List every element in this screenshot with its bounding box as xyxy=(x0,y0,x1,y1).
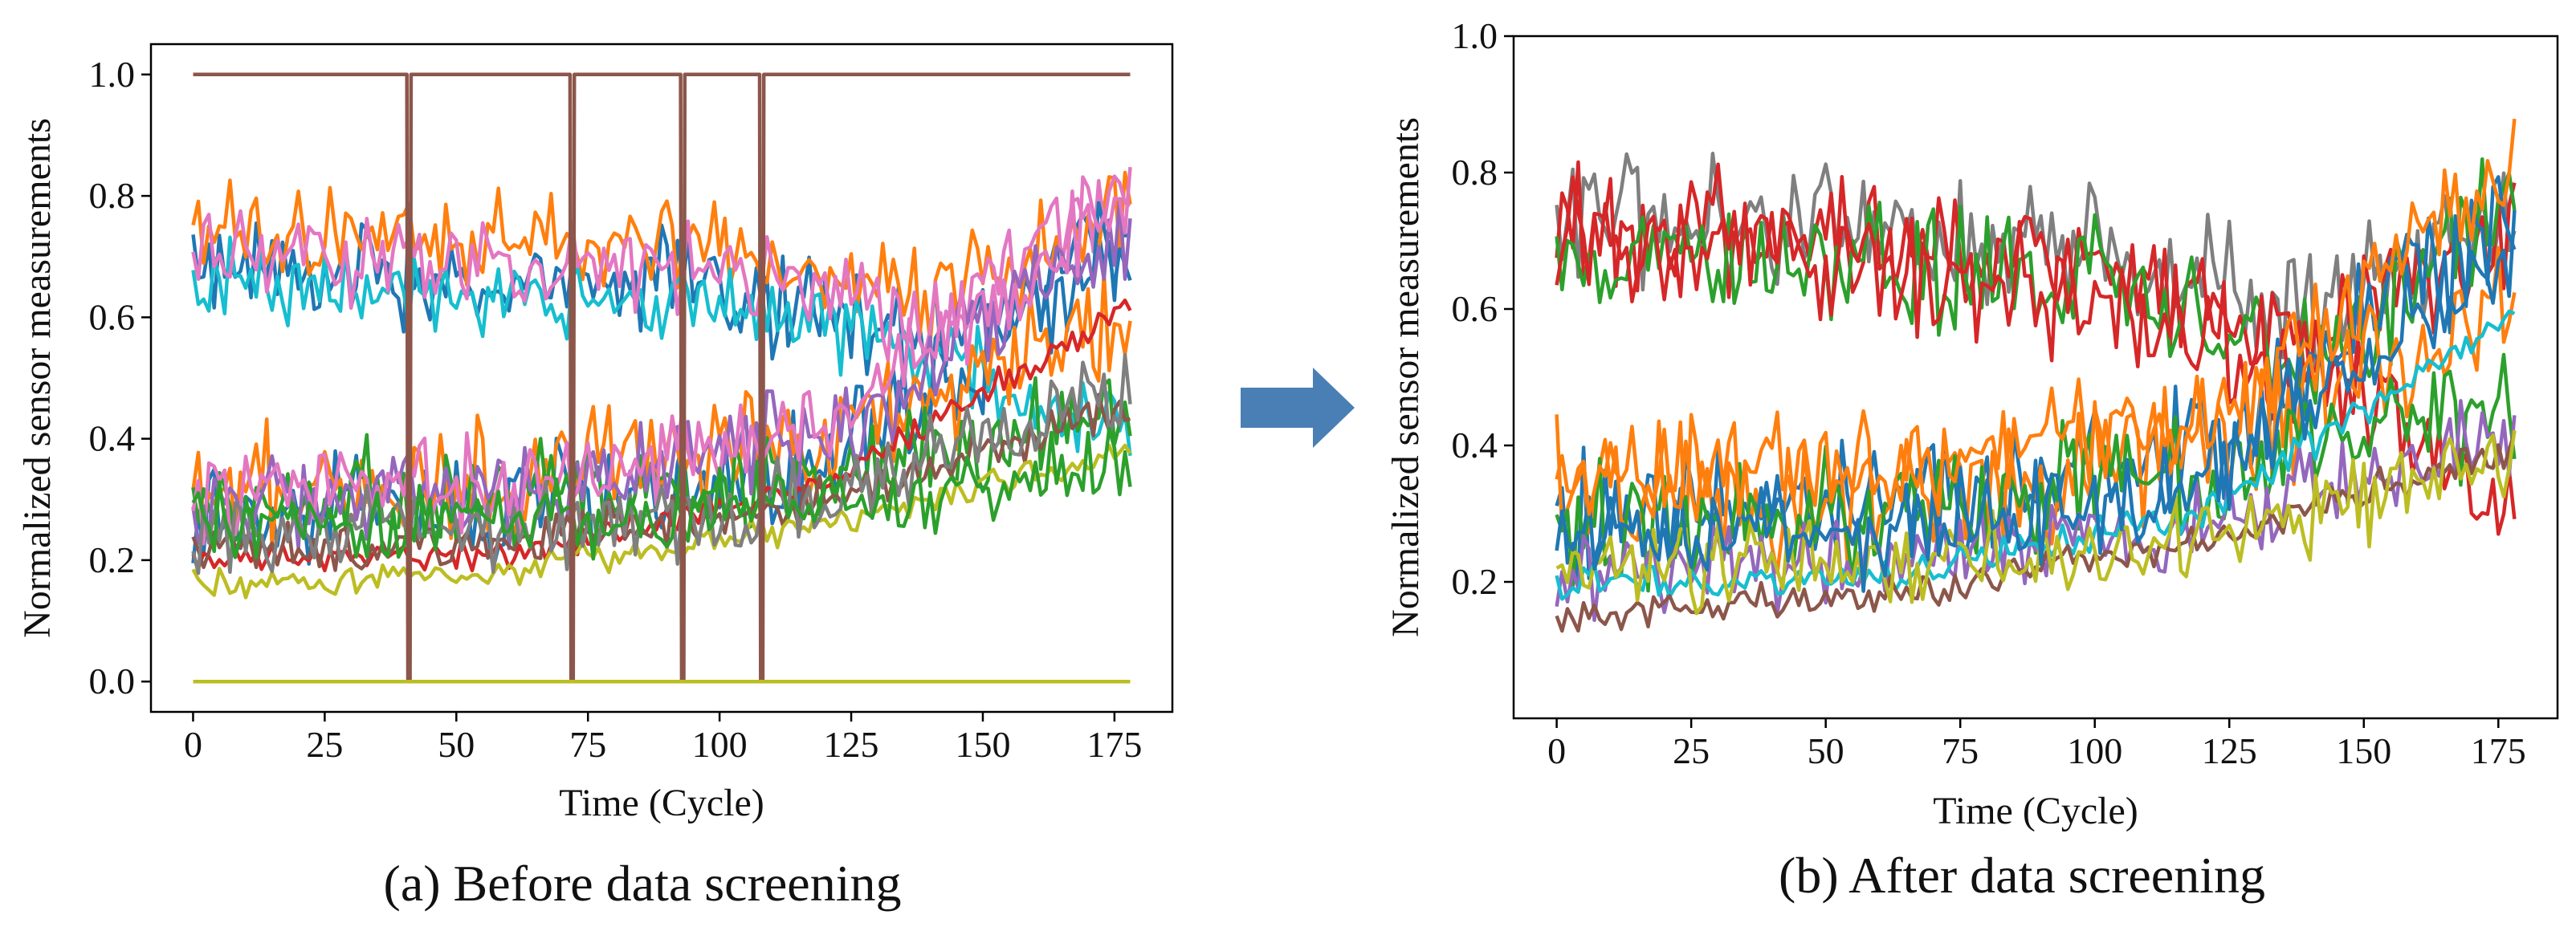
panel-b-series-sensor-11 xyxy=(1555,429,2517,616)
panel-a-y-tick-label: 0.8 xyxy=(89,175,136,216)
panel-b-y-tick-label: 0.8 xyxy=(1452,152,1498,193)
panel-b-x-tick-label: 100 xyxy=(2067,730,2122,771)
panel-b-y-tick-label: 0.6 xyxy=(1452,288,1498,329)
panel-b-y-tick-label: 0.2 xyxy=(1452,561,1498,602)
panel-b-series xyxy=(1555,118,2517,633)
panel-a-y-tick-label: 0.6 xyxy=(89,296,136,337)
panel-a-x-tick-label: 125 xyxy=(824,724,879,765)
arrow-icon xyxy=(1241,368,1355,448)
panel-b-series-sensor-13 xyxy=(1555,118,2517,522)
panel-b-x-tick-label: 0 xyxy=(1547,730,1566,771)
panel-a-series-sensor-9 xyxy=(191,167,1132,546)
panel-b-y-axis-label: Normalized sensor measurements xyxy=(1384,117,1427,637)
panel-a-series-sensor-12 xyxy=(191,443,1132,600)
panel-b-x-ticks: 0 25 50 75 100 125 150 175 xyxy=(1547,718,2526,771)
panel-b-series-sensor-9 xyxy=(1555,309,2516,601)
panel-b-x-tick-label: 25 xyxy=(1673,730,1710,771)
panel-b-y-tick-label: 0.4 xyxy=(1452,425,1498,466)
panel-b-x-tick-label: 175 xyxy=(2471,730,2526,771)
panel-a-x-ticks: 0 25 50 75 100 125 150 175 xyxy=(184,712,1142,765)
panel-b-x-tick-label: 50 xyxy=(1808,730,1844,771)
panel-b-series-sensor-6 xyxy=(1555,246,2517,575)
panel-b-series-sensor-5 xyxy=(1555,175,2517,581)
panel-b-x-tick-label: 150 xyxy=(2336,730,2391,771)
panel-a-series-sensor-2 xyxy=(191,170,1132,345)
panel-a-x-tick-label: 75 xyxy=(569,724,606,765)
panel-b-series-sensor-7 xyxy=(1555,352,2517,593)
panel-a-chart: 0 25 50 75 100 125 150 175 0.0 0.2 0.4 0.6 0.8 1.0 T… xyxy=(16,43,1174,912)
panel-b-x-axis-label: Time (Cycle) xyxy=(1933,790,2138,832)
panel-b-plot-frame xyxy=(1512,35,2559,720)
panel-a-x-tick-label: 50 xyxy=(438,724,475,765)
panel-a-y-axis-label: Normalized sensor measurements xyxy=(16,118,59,638)
panel-b-series-sensor-12 xyxy=(1555,209,2517,593)
panel-a-caption: (a) Before data screening xyxy=(384,855,902,912)
panel-b-chart: 0 25 50 75 100 125 150 175 0.2 0.4 0.6 0.8 1.0 Time… xyxy=(1384,15,2559,904)
panel-a-x-tick-label: 100 xyxy=(692,724,748,765)
panel-a-series-sensor-14 xyxy=(191,426,1132,561)
panel-a-x-axis-label: Time (Cycle) xyxy=(559,782,764,824)
panel-a-y-tick-label: 0.4 xyxy=(89,418,136,459)
panel-b-y-ticks: 0.2 0.4 0.6 0.8 1.0 xyxy=(1452,15,1514,602)
panel-a-series-sensor-4 xyxy=(191,174,1131,363)
panel-b-x-tick-label: 75 xyxy=(1942,730,1979,771)
panel-a-y-ticks: 0.0 0.2 0.4 0.6 0.8 1.0 xyxy=(89,54,151,701)
panel-b-caption: (b) After data screening xyxy=(1779,847,2265,904)
panel-a-y-tick-label: 0.2 xyxy=(89,539,136,580)
panel-a-x-tick-label: 150 xyxy=(955,724,1010,765)
panel-a-series xyxy=(191,72,1132,684)
panel-a-x-tick-label: 0 xyxy=(184,724,202,765)
panel-a-y-tick-label: 0.0 xyxy=(89,661,136,701)
panel-b-y-tick-label: 1.0 xyxy=(1452,15,1498,56)
panel-a-y-tick-label: 1.0 xyxy=(89,54,136,95)
panel-b-x-tick-label: 125 xyxy=(2202,730,2257,771)
panel-a-plot-frame xyxy=(149,43,1174,713)
panel-a-x-tick-label: 175 xyxy=(1086,724,1142,765)
panel-a-x-tick-label: 25 xyxy=(306,724,343,765)
